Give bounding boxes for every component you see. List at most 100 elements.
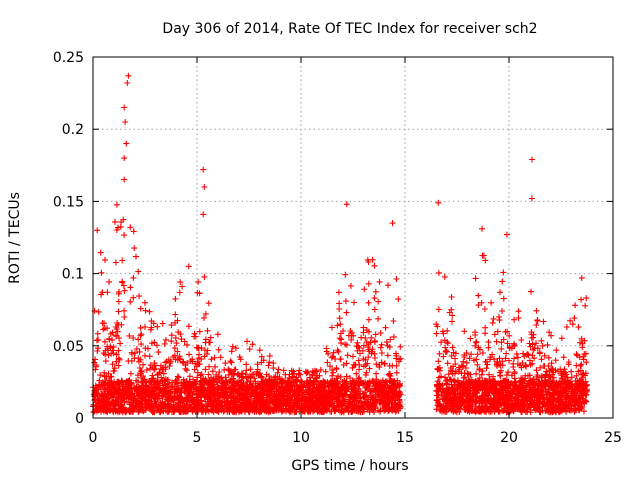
data-point [390, 220, 396, 226]
data-point [200, 167, 206, 173]
data-point [304, 370, 310, 376]
data-point [460, 364, 466, 370]
data-point [96, 309, 102, 315]
data-point [129, 350, 135, 356]
data-point [160, 321, 166, 327]
data-point [109, 337, 115, 343]
data-point [177, 290, 183, 296]
data-point [342, 272, 348, 278]
data-point [336, 289, 342, 295]
data-point [206, 300, 212, 306]
data-point [372, 263, 378, 269]
data-point [501, 296, 507, 302]
data-point [463, 365, 469, 371]
data-point [266, 359, 272, 365]
data-point [534, 317, 540, 323]
data-point [383, 325, 389, 331]
data-point [393, 276, 399, 282]
data-point [338, 340, 344, 346]
data-point [582, 303, 588, 309]
data-point [100, 320, 106, 326]
data-point [121, 177, 127, 183]
data-point [444, 328, 450, 334]
data-point [218, 354, 224, 360]
data-point [371, 295, 377, 301]
data-point [186, 323, 192, 329]
data-point [386, 372, 392, 378]
data-point [344, 310, 350, 316]
data-point [172, 312, 178, 318]
data-point [338, 356, 344, 362]
data-point [498, 346, 504, 352]
data-point [94, 227, 100, 233]
data-point [122, 119, 128, 125]
y-tick-label: 0.1 [62, 267, 84, 283]
data-point [207, 339, 213, 345]
data-point [121, 105, 127, 111]
data-point [512, 375, 518, 381]
data-point [127, 224, 133, 230]
data-point [142, 324, 148, 330]
data-point [503, 351, 509, 357]
data-point [121, 232, 127, 238]
data-point [343, 298, 349, 304]
data-point [330, 370, 336, 376]
data-point [297, 372, 303, 378]
roti-scatter-chart: 0 5 10 15 20 25 00.050.10.150.20.25 Day 306 o… [0, 0, 640, 480]
data-point [222, 360, 228, 366]
data-point [372, 307, 378, 313]
data-point [518, 337, 524, 343]
data-point [121, 314, 127, 320]
data-point [510, 364, 516, 370]
y-axis-label: ROTI / TECUs [7, 192, 23, 284]
data-point [553, 357, 559, 363]
data-point [580, 354, 586, 360]
data-point [533, 308, 539, 314]
data-point [473, 371, 479, 377]
data-point [138, 331, 144, 337]
data-point [117, 341, 123, 347]
data-point [334, 322, 340, 328]
data-point [373, 361, 379, 367]
data-point [202, 366, 208, 372]
data-point [147, 353, 153, 359]
data-point [98, 250, 104, 256]
data-point [247, 346, 253, 352]
data-point [323, 346, 329, 352]
y-tick-label: 0.2 [62, 122, 84, 138]
data-point [442, 274, 448, 280]
data-point [125, 358, 131, 364]
data-point [378, 330, 384, 336]
data-point [491, 316, 497, 322]
data-point [434, 331, 440, 337]
data-point [373, 289, 379, 295]
data-point [243, 368, 249, 374]
data-points [90, 73, 590, 415]
data-point [229, 348, 235, 354]
data-point [539, 356, 545, 362]
data-point [395, 296, 401, 302]
data-point [482, 330, 488, 336]
data-point [473, 275, 479, 281]
data-point [130, 295, 136, 301]
data-point [114, 202, 120, 208]
data-point [201, 184, 207, 190]
data-point [337, 315, 343, 321]
data-point [137, 349, 143, 355]
data-point [514, 351, 520, 357]
data-point [561, 354, 567, 360]
data-point [162, 341, 168, 347]
data-point [95, 337, 101, 343]
data-point [529, 157, 535, 163]
x-tick-label: 5 [193, 430, 202, 446]
data-point [436, 306, 442, 312]
data-point [564, 324, 570, 330]
data-point [568, 369, 574, 375]
y-tick-label: 0 [75, 411, 84, 427]
data-point [345, 352, 351, 358]
data-point [338, 374, 344, 380]
data-point [229, 360, 235, 366]
data-point [520, 351, 526, 357]
data-point [375, 316, 381, 322]
x-tick-label: 10 [292, 430, 310, 446]
